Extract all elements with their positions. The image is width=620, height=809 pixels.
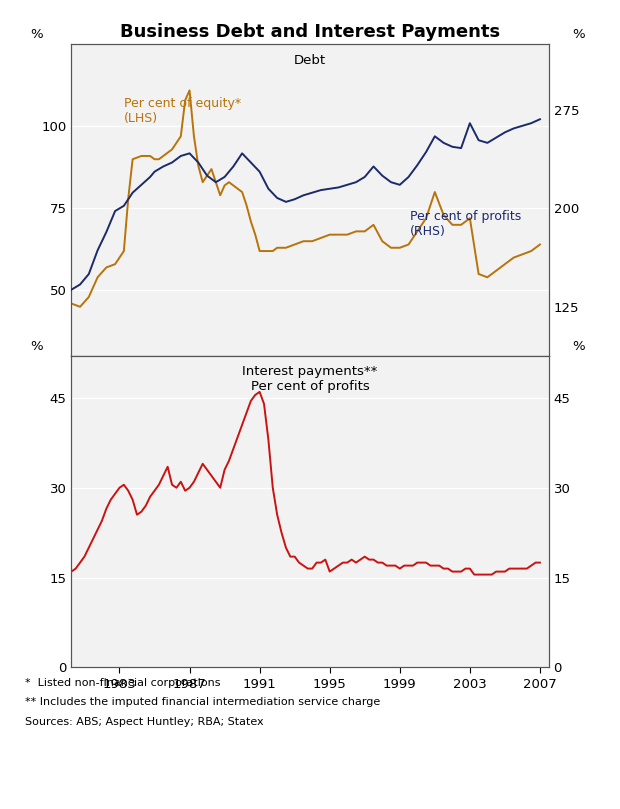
Text: %: %: [573, 340, 585, 353]
Text: Per cent of profits
(RHS): Per cent of profits (RHS): [410, 210, 521, 238]
Text: Interest payments**
Per cent of profits: Interest payments** Per cent of profits: [242, 366, 378, 393]
Text: Per cent of equity*
(LHS): Per cent of equity* (LHS): [124, 97, 241, 125]
Text: Business Debt and Interest Payments: Business Debt and Interest Payments: [120, 23, 500, 40]
Text: Sources: ABS; Aspect Huntley; RBA; Statex: Sources: ABS; Aspect Huntley; RBA; State…: [25, 717, 264, 726]
Text: %: %: [31, 28, 43, 41]
Text: Debt: Debt: [294, 54, 326, 67]
Text: %: %: [573, 28, 585, 41]
Text: *  Listed non-financial corporations: * Listed non-financial corporations: [25, 678, 220, 688]
Text: ** Includes the imputed financial intermediation service charge: ** Includes the imputed financial interm…: [25, 697, 380, 707]
Text: %: %: [31, 340, 43, 353]
